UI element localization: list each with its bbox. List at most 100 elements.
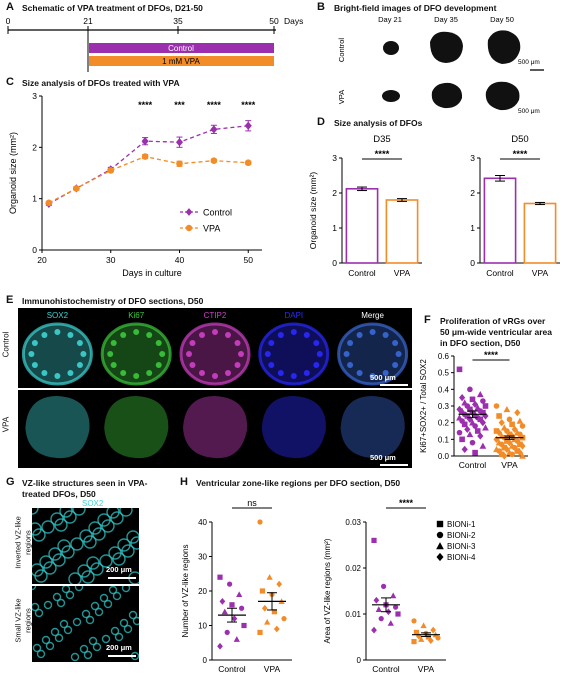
bf-day-50: Day 50 [490,15,514,24]
data-point [482,412,489,420]
ihc-rosette [234,340,241,346]
bf-day-21: Day 21 [378,15,402,24]
x-tick-label: Control [459,460,487,470]
sox2-structure [59,508,73,518]
ihc-rosette [303,331,310,338]
sox2-structure [32,602,40,612]
significance-label: **** [207,100,222,110]
ihc-image-grid: SOX2 Ki67 CTIP2 DAPI Merge 500 μm 500 μm [18,308,412,468]
significance-label: **** [138,100,153,110]
data-point [381,583,387,589]
data-point [477,416,484,423]
data-point [378,616,384,622]
ihc-rosette [234,362,241,368]
ihc-rosette [225,370,231,377]
ihc-rosette [392,340,399,346]
sox2-structure [101,634,111,644]
y-tick-label: 1 [332,223,337,233]
ihc-organoid-control [338,324,407,384]
g-svg: 200 μm [32,508,139,584]
data-point [474,428,481,434]
timeline-tick-21: 21 [83,16,93,26]
subplot-title: D35 [373,134,390,145]
data-point [459,394,466,402]
sox2-structure [54,633,64,643]
panel-f-title-1: Proliferation of vRGs over [440,316,546,326]
panel-g-letter: G [6,476,15,488]
significance-label: **** [399,498,414,508]
sox2-structure [114,632,124,642]
y-tick-label: 0.1 [438,435,450,444]
x-tick-label: VPA [394,268,411,278]
ihc-organoid-vpa [104,396,169,459]
data-point [261,604,268,612]
g-scale-label: 200 μm [106,565,132,574]
y-tick-label: 0 [470,258,475,268]
ihc-rosette [120,331,127,338]
ihc-rosette [347,362,354,368]
y-tick-label: 0.5 [438,369,450,378]
data-point [231,615,238,622]
y-tick-label: 0 [32,245,37,255]
data-point [264,618,271,625]
sox2-structure [70,652,80,662]
ihc-rosette [313,340,320,346]
data-point [435,635,441,641]
data-point [227,581,233,587]
legend-label: BIONi-4 [447,553,476,562]
y-tick-label: 1 [470,223,475,233]
legend-label: Control [203,208,232,218]
sox2-structure [41,520,55,534]
data-point [477,432,484,440]
legend-label: BIONi-1 [447,520,476,529]
sox2-structure [121,586,131,593]
data-point [472,400,479,408]
ihc-organoid-vpa [183,396,248,459]
ihc-rosette [76,362,83,368]
data-point [482,424,489,431]
ihc-organoid-control [259,324,328,384]
sox2-structure [70,537,84,551]
ihc-rosette [189,340,196,346]
g-label-small-2: regions [23,608,33,633]
data-point [498,451,505,458]
series-line-Control [48,125,249,205]
panel-d-title: Size analysis of DFOs [334,118,423,128]
legend-marker [436,531,444,539]
data-point [107,167,115,174]
ihc-rosette [268,340,275,346]
data-point [411,618,417,624]
ihc-organoid-vpa [340,396,405,459]
data-point [259,588,265,594]
ihc-rosette [212,373,218,379]
sox2-structure [81,609,91,619]
ihc-organoid-rim [258,322,330,386]
ihc-rosette [155,340,162,346]
legend-label: BIONi-3 [447,542,476,551]
data-point [501,452,508,460]
data-point [395,611,401,617]
ihc-organoid-control [23,324,92,384]
g-image-inverted: 200 μm [32,508,139,584]
data-point [519,442,526,450]
panel-b-title: Bright-field images of DFO development [334,3,497,13]
data-point [456,429,463,436]
ihc-rosette [67,370,74,377]
x-axis-label: Days in culture [122,268,182,278]
x-tick-label: VPA [264,664,281,674]
chart-c: 0 1 2 3 20 30 40 50 Days in culture Organoid size… [8,91,262,278]
data-point [371,537,377,543]
brightfield-grid: Day 21 Day 35 Day 50 Control VPA 500 μm … [337,15,544,114]
g-scale-label: 200 μm [106,643,132,652]
legend-marker [185,208,193,216]
sox2-structure [88,636,98,646]
y-tick-label: 40 [198,518,207,527]
data-point [506,439,513,447]
x-tick-label: 20 [37,255,47,265]
g-svg: 200 μm [32,586,139,662]
x-tick-label: 30 [106,255,116,265]
ihc-rosette [41,370,48,377]
ihc-rosette [41,331,48,338]
ihc-rosette [303,370,310,377]
ihc-rosette [155,362,162,368]
